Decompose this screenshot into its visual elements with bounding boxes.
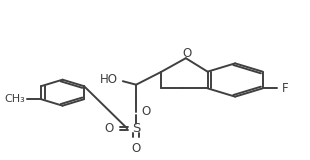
- Text: HO: HO: [100, 73, 117, 86]
- Text: O: O: [183, 47, 192, 60]
- Text: F: F: [282, 82, 288, 95]
- Text: O: O: [131, 142, 141, 155]
- Text: S: S: [132, 122, 140, 135]
- Circle shape: [129, 124, 144, 132]
- Text: O: O: [104, 122, 113, 135]
- Text: O: O: [142, 105, 151, 118]
- Text: CH₃: CH₃: [5, 94, 25, 104]
